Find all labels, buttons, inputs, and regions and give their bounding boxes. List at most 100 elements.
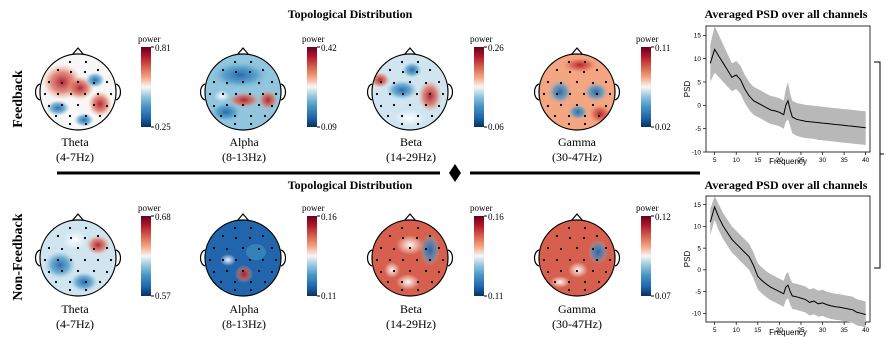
- band-name: Gamma: [558, 135, 597, 149]
- electrode-dot: [604, 104, 608, 108]
- electrode-dot: [92, 103, 96, 107]
- electrode-dot: [248, 236, 252, 240]
- electrode-dot: [424, 247, 428, 251]
- electrode-dot: [595, 68, 599, 72]
- electrode-dot: [84, 114, 88, 118]
- electrode-dot: [400, 122, 404, 126]
- y-tick-label: 15: [694, 33, 702, 40]
- electrode-dot: [415, 258, 419, 262]
- electrode-dot: [416, 60, 420, 64]
- cbar-max: 0.42: [321, 43, 337, 53]
- electrode-dot: [263, 114, 267, 118]
- electrode-dot: [583, 114, 587, 118]
- electrode-dot: [56, 68, 60, 72]
- electrode-dot: [69, 236, 73, 240]
- psd-confidence-band: [710, 26, 866, 145]
- electrode-dot: [248, 258, 252, 262]
- electrode-dot: [84, 288, 88, 292]
- electrode-dot: [567, 280, 571, 284]
- y-axis-label: PSD: [683, 251, 692, 268]
- x-tick-label: 15: [754, 157, 762, 164]
- x-axis-label: Frequency: [769, 328, 807, 337]
- electrode-dot: [212, 80, 216, 84]
- chart-title: Averaged PSD over all channels: [705, 7, 868, 21]
- psd-plot-area: 5 10 15 20 25 30 35 40 -10 -5 0 5 10 15: [692, 196, 870, 334]
- topomap-alpha-feedback: [199, 47, 287, 131]
- topomap-theta-non-feedback: [34, 213, 122, 297]
- electrode-dot: [408, 246, 412, 250]
- electrode-dot: [392, 247, 396, 251]
- y-tick-label: 15: [694, 202, 702, 209]
- electrode-dot: [69, 92, 73, 96]
- electrode-dot: [591, 81, 595, 85]
- electrode-dot: [257, 269, 261, 273]
- electrode-dot: [234, 92, 238, 96]
- electrode-dot: [92, 81, 96, 85]
- chart-title: Averaged PSD over all channels: [705, 178, 868, 192]
- electrode-dot: [261, 92, 265, 96]
- electrode-dot: [249, 114, 253, 118]
- electrode-dot: [582, 70, 586, 74]
- electrode-dot: [604, 270, 608, 274]
- divider-diamond: [449, 164, 461, 182]
- electrode-dot: [583, 226, 587, 230]
- electrode-dot: [56, 258, 60, 262]
- electrode-dot: [83, 258, 87, 262]
- cbar-max: 0.81: [155, 43, 171, 53]
- electrode-dot: [234, 236, 238, 240]
- cbar-label: power: [636, 34, 659, 44]
- band-range: (4-7Hz): [56, 317, 94, 331]
- electrode-dot: [69, 258, 73, 262]
- x-tick-label: 5: [713, 157, 717, 164]
- electrode-dot: [379, 270, 383, 274]
- electrode-dot: [424, 81, 428, 85]
- electrode-dot: [546, 270, 550, 274]
- electrode-dot: [604, 246, 608, 250]
- x-tick-label: 25: [797, 327, 805, 334]
- electrode-dot: [225, 81, 229, 85]
- electrode-dot: [68, 226, 72, 230]
- electrode-dot: [68, 114, 72, 118]
- electrode-dot: [401, 236, 405, 240]
- electrode-dot: [597, 280, 601, 284]
- electrode-dot: [416, 122, 420, 126]
- cbar-max: 0.16: [488, 212, 504, 222]
- cbar-min: 0.25: [155, 122, 171, 132]
- electrode-dot: [208, 258, 212, 262]
- psd-chart-non-feedback: Averaged PSD over all channels 5 10 15 20 25…: [683, 178, 871, 337]
- electrode-dot: [591, 247, 595, 251]
- cbar-max: 0.12: [655, 212, 671, 222]
- electrode-dot: [582, 258, 586, 262]
- cbar-min: 0.09: [321, 122, 337, 132]
- electrode-dot: [84, 226, 88, 230]
- colorbar-theta-non-feedback: [141, 215, 154, 297]
- electrode-dot: [234, 70, 238, 74]
- electrode-dot: [583, 122, 587, 126]
- cbar-label: power: [138, 34, 161, 44]
- electrode-dot: [233, 288, 237, 292]
- x-tick-label: 15: [754, 327, 762, 334]
- electrode-dot: [583, 288, 587, 292]
- electrode-dot: [437, 104, 441, 108]
- x-tick-label: 35: [840, 327, 848, 334]
- electrode-dot: [595, 258, 599, 262]
- electrode-dot: [225, 269, 229, 273]
- electrode-dot: [608, 258, 612, 262]
- row-label-feedback: Feedback: [11, 70, 26, 128]
- topomap-alpha-non-feedback: [199, 213, 287, 297]
- electrode-dot: [379, 80, 383, 84]
- electrode-dot: [591, 103, 595, 107]
- y-tick-label: 10: [694, 56, 702, 63]
- electrode-dot: [583, 280, 587, 284]
- cbar-min: 0.06: [488, 122, 504, 132]
- electrode-dot: [105, 104, 109, 108]
- electrode-dot: [47, 246, 51, 250]
- electrode-dot: [386, 280, 390, 284]
- colorbar-gamma-non-feedback: [641, 215, 654, 297]
- electrode-dot: [43, 92, 47, 96]
- electrode-dot: [568, 92, 572, 96]
- electrode-dot: [392, 103, 396, 107]
- x-tick-label: 10: [733, 327, 741, 334]
- electrode-dot: [54, 280, 58, 284]
- electrode-dot: [212, 104, 216, 108]
